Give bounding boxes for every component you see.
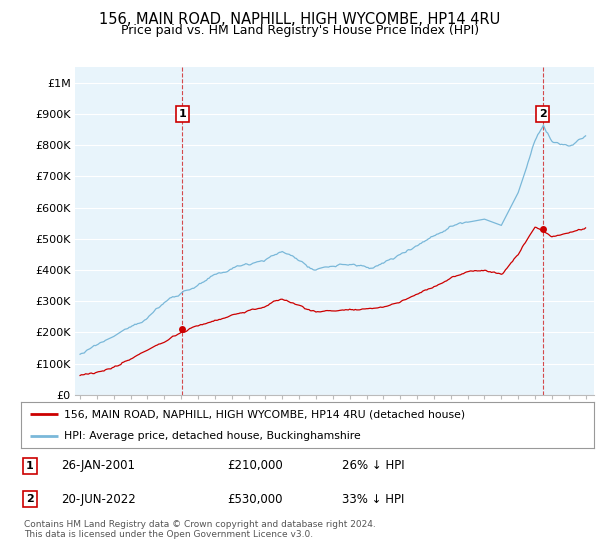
Text: £210,000: £210,000	[227, 459, 283, 472]
Text: 2: 2	[26, 494, 34, 504]
Text: 156, MAIN ROAD, NAPHILL, HIGH WYCOMBE, HP14 4RU: 156, MAIN ROAD, NAPHILL, HIGH WYCOMBE, H…	[100, 12, 500, 27]
Text: 26-JAN-2001: 26-JAN-2001	[61, 459, 135, 472]
Text: 33% ↓ HPI: 33% ↓ HPI	[342, 493, 404, 506]
Text: 2: 2	[539, 109, 547, 119]
Text: £530,000: £530,000	[227, 493, 283, 506]
Text: 20-JUN-2022: 20-JUN-2022	[61, 493, 136, 506]
Text: Price paid vs. HM Land Registry's House Price Index (HPI): Price paid vs. HM Land Registry's House …	[121, 24, 479, 37]
Text: 1: 1	[178, 109, 186, 119]
Text: 1: 1	[26, 461, 34, 470]
Text: 26% ↓ HPI: 26% ↓ HPI	[342, 459, 404, 472]
Text: Contains HM Land Registry data © Crown copyright and database right 2024.
This d: Contains HM Land Registry data © Crown c…	[24, 520, 376, 539]
Text: 156, MAIN ROAD, NAPHILL, HIGH WYCOMBE, HP14 4RU (detached house): 156, MAIN ROAD, NAPHILL, HIGH WYCOMBE, H…	[64, 409, 465, 419]
Text: HPI: Average price, detached house, Buckinghamshire: HPI: Average price, detached house, Buck…	[64, 431, 361, 441]
